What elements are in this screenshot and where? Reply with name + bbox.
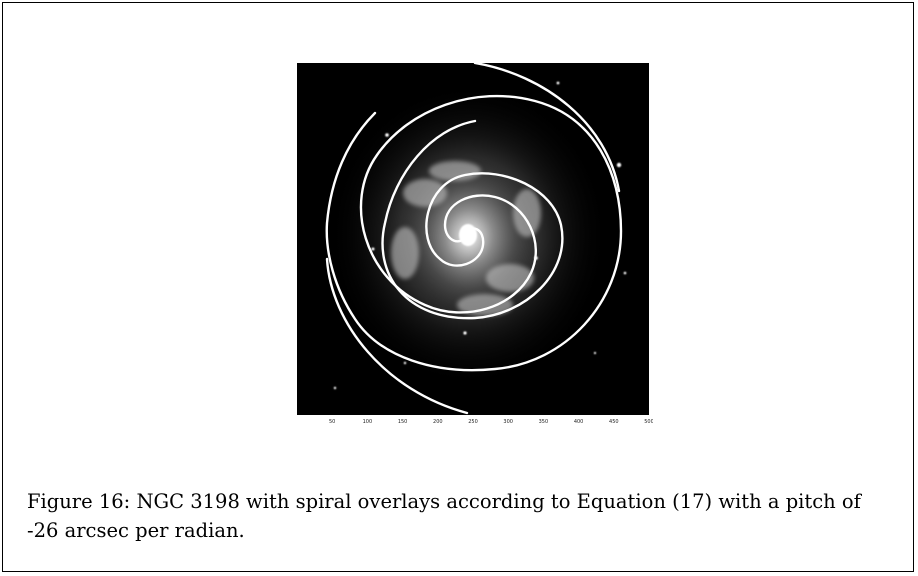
x-tick-label: 150 — [398, 419, 408, 425]
x-tick-label: 100 — [363, 419, 373, 425]
x-tick-label: 300 — [503, 419, 513, 425]
x-tick-label: 250 — [468, 419, 478, 425]
figure-caption-text: NGC 3198 with spiral overlays according … — [27, 490, 861, 542]
figure-label: Figure 16: — [27, 490, 131, 513]
spiral-arm-2 — [325, 94, 623, 372]
x-tick-label: 50 — [329, 419, 335, 425]
galaxy-figure: 50 100 150 200 250 300 350 400 450 500 50 100 150 20… — [295, 63, 653, 425]
x-tick-label: 450 — [609, 419, 619, 425]
spiral-overlay — [325, 63, 623, 415]
x-axis-ticks: 50 100 150 200 250 300 350 400 450 500 — [329, 419, 653, 425]
galaxy-plot: 50 100 150 200 250 300 350 400 450 500 50 100 150 20… — [297, 63, 653, 425]
spiral-arm-outer-lower — [325, 257, 469, 415]
x-tick-label: 350 — [539, 419, 549, 425]
x-tick-label: 200 — [433, 419, 443, 425]
spiral-arm-1 — [381, 119, 564, 320]
x-tick-label: 500 — [644, 419, 653, 425]
spiral-arm-outer — [473, 63, 621, 193]
x-tick-label: 400 — [574, 419, 584, 425]
figure-caption: Figure 16: NGC 3198 with spiral overlays… — [27, 487, 897, 545]
